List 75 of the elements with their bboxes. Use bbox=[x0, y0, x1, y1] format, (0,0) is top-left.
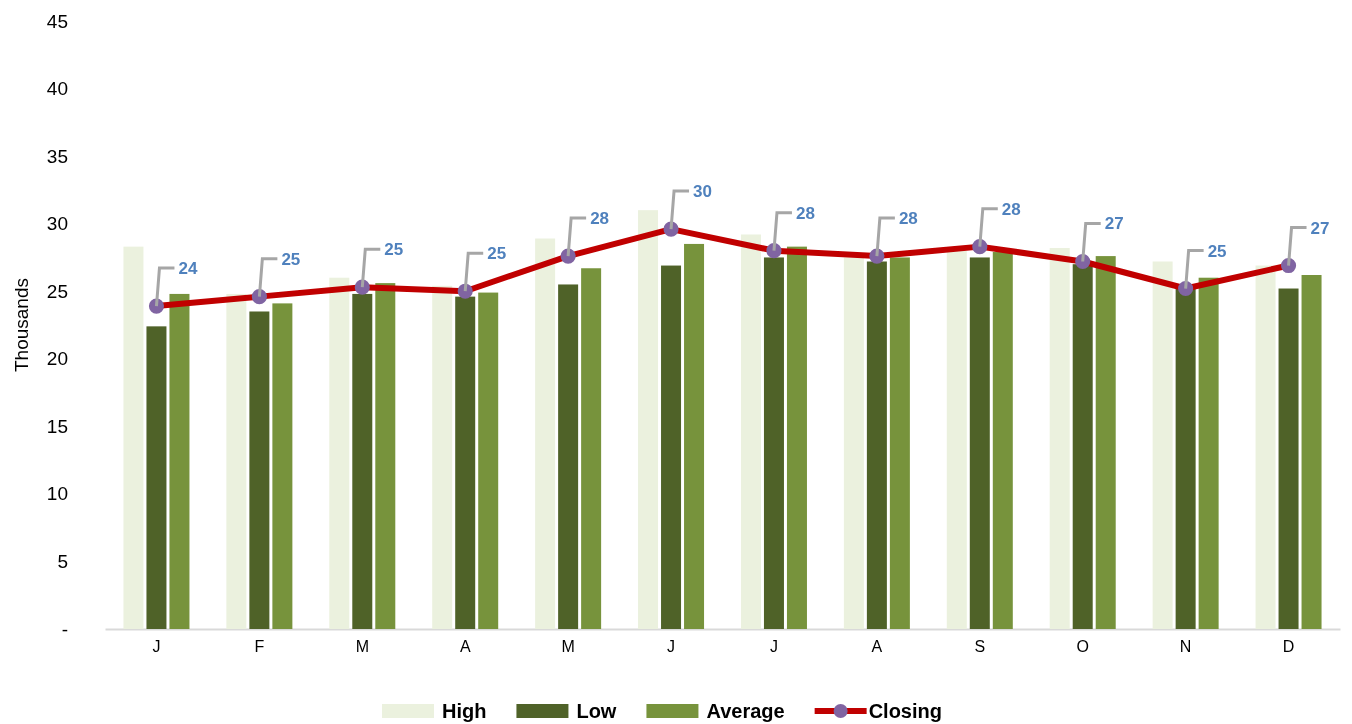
bar bbox=[1198, 277, 1219, 629]
x-tick-label: A bbox=[871, 638, 883, 655]
bar bbox=[249, 311, 270, 629]
y-tick-label: 40 bbox=[46, 78, 68, 100]
bar bbox=[661, 265, 682, 629]
bar bbox=[866, 261, 887, 629]
data-label: 27 bbox=[1104, 214, 1124, 234]
data-label: 25 bbox=[281, 249, 301, 269]
y-tick-label: 35 bbox=[46, 145, 68, 167]
bar bbox=[455, 296, 476, 629]
bar bbox=[843, 257, 864, 629]
y-tick-label: 5 bbox=[57, 551, 68, 573]
bar bbox=[1072, 264, 1093, 629]
data-label: 30 bbox=[693, 182, 712, 202]
bar bbox=[558, 284, 579, 629]
bar bbox=[146, 326, 167, 629]
data-label: 28 bbox=[590, 209, 610, 229]
bar bbox=[969, 257, 990, 629]
bar bbox=[946, 250, 967, 629]
x-tick-label: M bbox=[355, 638, 369, 655]
y-axis-title: Thousands bbox=[11, 277, 32, 373]
bar bbox=[169, 293, 190, 629]
y-tick-label: 10 bbox=[46, 483, 68, 505]
x-tick-label: F bbox=[254, 638, 265, 655]
bar bbox=[432, 285, 453, 629]
bar bbox=[226, 293, 247, 629]
x-tick-label: D bbox=[1282, 638, 1295, 655]
bar bbox=[352, 293, 373, 629]
bar bbox=[992, 252, 1013, 629]
data-label: 25 bbox=[384, 240, 404, 260]
legend-label: High bbox=[442, 700, 487, 722]
data-label: 28 bbox=[795, 203, 815, 223]
x-tick-label: M bbox=[561, 638, 575, 655]
y-tick-label: 20 bbox=[46, 348, 68, 370]
x-tick-label: O bbox=[1076, 638, 1089, 655]
legend-label: Low bbox=[576, 700, 617, 722]
bar bbox=[478, 292, 499, 629]
x-tick-label: N bbox=[1179, 638, 1192, 655]
bar bbox=[763, 257, 784, 629]
bar bbox=[1278, 288, 1299, 629]
data-label: 24 bbox=[178, 259, 198, 279]
legend-label: Closing bbox=[868, 700, 942, 722]
y-tick-label: - bbox=[61, 618, 68, 640]
bar bbox=[1152, 261, 1173, 629]
data-label: 25 bbox=[1207, 241, 1227, 261]
data-label: 28 bbox=[1001, 199, 1021, 219]
data-label: 28 bbox=[898, 209, 918, 229]
x-tick-label: A bbox=[459, 638, 471, 655]
bar bbox=[123, 246, 144, 629]
bar bbox=[740, 234, 761, 629]
bar bbox=[329, 277, 350, 629]
bar bbox=[535, 238, 556, 629]
x-tick-label: J bbox=[152, 638, 161, 655]
y-tick-label: 15 bbox=[46, 415, 68, 437]
data-label: 27 bbox=[1310, 218, 1330, 238]
data-label: 25 bbox=[487, 244, 507, 264]
bar bbox=[1301, 275, 1322, 629]
x-tick-label: J bbox=[769, 638, 778, 655]
bar bbox=[786, 246, 807, 629]
y-tick-label: 25 bbox=[46, 280, 68, 302]
y-tick-label: 45 bbox=[46, 10, 68, 32]
y-tick-label: 30 bbox=[46, 213, 68, 235]
bar bbox=[638, 210, 659, 629]
bar bbox=[889, 257, 910, 629]
bar bbox=[272, 303, 293, 629]
bar bbox=[1255, 265, 1276, 629]
bar bbox=[684, 243, 705, 629]
bar bbox=[1095, 256, 1116, 629]
bar bbox=[375, 283, 396, 629]
x-tick-label: S bbox=[974, 638, 986, 655]
bar bbox=[1049, 247, 1070, 629]
bar bbox=[581, 268, 602, 629]
legend-label: Average bbox=[706, 700, 785, 722]
bar bbox=[1175, 288, 1196, 629]
x-tick-label: J bbox=[667, 638, 676, 655]
